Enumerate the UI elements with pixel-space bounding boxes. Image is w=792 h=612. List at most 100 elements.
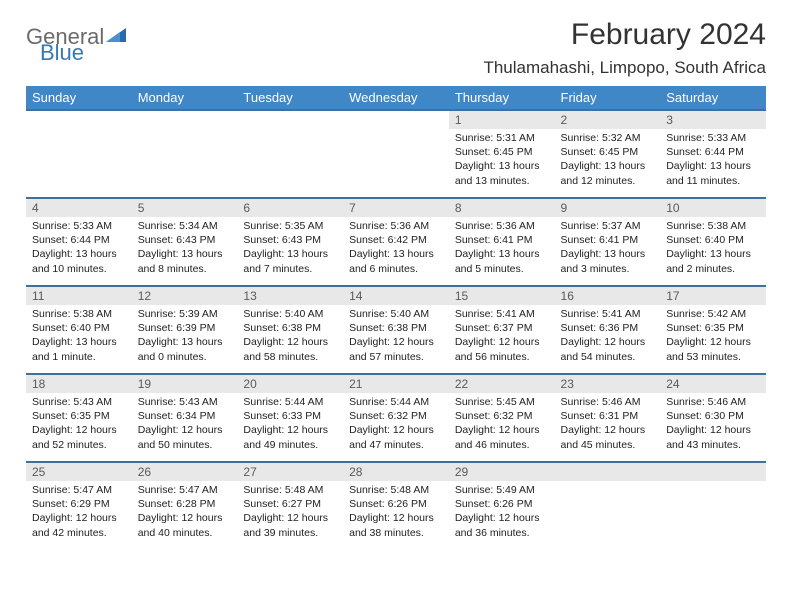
empty-day	[660, 463, 766, 481]
location: Thulamahashi, Limpopo, South Africa	[483, 58, 766, 78]
sunrise-text: Sunrise: 5:44 AM	[349, 395, 443, 409]
sunrise-text: Sunrise: 5:47 AM	[32, 483, 126, 497]
sunrise-text: Sunrise: 5:39 AM	[138, 307, 232, 321]
sunrise-text: Sunrise: 5:31 AM	[455, 131, 549, 145]
daylight-text: Daylight: 13 hours	[243, 247, 337, 261]
daylight-text: Daylight: 12 hours	[666, 335, 760, 349]
weekday-header: Thursday	[449, 86, 555, 110]
daylight-text: and 53 minutes.	[666, 350, 760, 364]
sunrise-text: Sunrise: 5:41 AM	[455, 307, 549, 321]
day-details: Sunrise: 5:44 AMSunset: 6:32 PMDaylight:…	[343, 393, 449, 456]
daylight-text: Daylight: 12 hours	[561, 423, 655, 437]
calendar-week-row: 4Sunrise: 5:33 AMSunset: 6:44 PMDaylight…	[26, 198, 766, 286]
daylight-text: Daylight: 12 hours	[561, 335, 655, 349]
calendar-day-cell: 16Sunrise: 5:41 AMSunset: 6:36 PMDayligh…	[555, 286, 661, 374]
daylight-text: Daylight: 13 hours	[349, 247, 443, 261]
daylight-text: Daylight: 12 hours	[455, 423, 549, 437]
daylight-text: Daylight: 12 hours	[243, 335, 337, 349]
day-details: Sunrise: 5:33 AMSunset: 6:44 PMDaylight:…	[660, 129, 766, 192]
daylight-text: and 3 minutes.	[561, 262, 655, 276]
sunset-text: Sunset: 6:40 PM	[32, 321, 126, 335]
daylight-text: and 57 minutes.	[349, 350, 443, 364]
weekday-header: Tuesday	[237, 86, 343, 110]
logo-text-blue: Blue	[40, 40, 84, 66]
sunset-text: Sunset: 6:44 PM	[666, 145, 760, 159]
sunset-text: Sunset: 6:32 PM	[349, 409, 443, 423]
daylight-text: and 10 minutes.	[32, 262, 126, 276]
sunrise-text: Sunrise: 5:34 AM	[138, 219, 232, 233]
sunrise-text: Sunrise: 5:43 AM	[138, 395, 232, 409]
sunset-text: Sunset: 6:37 PM	[455, 321, 549, 335]
daylight-text: Daylight: 12 hours	[455, 511, 549, 525]
empty-day	[555, 463, 661, 481]
daylight-text: and 46 minutes.	[455, 438, 549, 452]
calendar-day-cell: 25Sunrise: 5:47 AMSunset: 6:29 PMDayligh…	[26, 462, 132, 550]
calendar-day-cell: 4Sunrise: 5:33 AMSunset: 6:44 PMDaylight…	[26, 198, 132, 286]
title-block: February 2024 Thulamahashi, Limpopo, Sou…	[483, 18, 766, 78]
daylight-text: Daylight: 12 hours	[666, 423, 760, 437]
day-number: 29	[449, 463, 555, 481]
daylight-text: Daylight: 12 hours	[243, 511, 337, 525]
sunrise-text: Sunrise: 5:32 AM	[561, 131, 655, 145]
daylight-text: and 43 minutes.	[666, 438, 760, 452]
day-details: Sunrise: 5:49 AMSunset: 6:26 PMDaylight:…	[449, 481, 555, 544]
day-details: Sunrise: 5:44 AMSunset: 6:33 PMDaylight:…	[237, 393, 343, 456]
sunrise-text: Sunrise: 5:46 AM	[666, 395, 760, 409]
calendar-day-cell: 1Sunrise: 5:31 AMSunset: 6:45 PMDaylight…	[449, 110, 555, 198]
daylight-text: and 5 minutes.	[455, 262, 549, 276]
sunrise-text: Sunrise: 5:38 AM	[32, 307, 126, 321]
calendar-day-cell: 17Sunrise: 5:42 AMSunset: 6:35 PMDayligh…	[660, 286, 766, 374]
sunrise-text: Sunrise: 5:36 AM	[349, 219, 443, 233]
calendar-day-cell: 28Sunrise: 5:48 AMSunset: 6:26 PMDayligh…	[343, 462, 449, 550]
day-details: Sunrise: 5:47 AMSunset: 6:28 PMDaylight:…	[132, 481, 238, 544]
sunset-text: Sunset: 6:41 PM	[455, 233, 549, 247]
calendar-week-row: 1Sunrise: 5:31 AMSunset: 6:45 PMDaylight…	[26, 110, 766, 198]
day-number: 23	[555, 375, 661, 393]
weekday-header: Saturday	[660, 86, 766, 110]
sunset-text: Sunset: 6:33 PM	[243, 409, 337, 423]
daylight-text: and 38 minutes.	[349, 526, 443, 540]
sunrise-text: Sunrise: 5:43 AM	[32, 395, 126, 409]
daylight-text: and 54 minutes.	[561, 350, 655, 364]
sunrise-text: Sunrise: 5:49 AM	[455, 483, 549, 497]
day-details: Sunrise: 5:40 AMSunset: 6:38 PMDaylight:…	[343, 305, 449, 368]
day-number: 25	[26, 463, 132, 481]
sunset-text: Sunset: 6:35 PM	[32, 409, 126, 423]
day-details: Sunrise: 5:43 AMSunset: 6:35 PMDaylight:…	[26, 393, 132, 456]
sunset-text: Sunset: 6:31 PM	[561, 409, 655, 423]
day-details: Sunrise: 5:31 AMSunset: 6:45 PMDaylight:…	[449, 129, 555, 192]
weekday-header: Monday	[132, 86, 238, 110]
day-number: 16	[555, 287, 661, 305]
day-number: 3	[660, 111, 766, 129]
daylight-text: Daylight: 13 hours	[32, 335, 126, 349]
daylight-text: and 52 minutes.	[32, 438, 126, 452]
day-number: 14	[343, 287, 449, 305]
daylight-text: Daylight: 12 hours	[138, 511, 232, 525]
calendar-day-cell: 19Sunrise: 5:43 AMSunset: 6:34 PMDayligh…	[132, 374, 238, 462]
daylight-text: and 50 minutes.	[138, 438, 232, 452]
daylight-text: Daylight: 13 hours	[138, 247, 232, 261]
day-details: Sunrise: 5:41 AMSunset: 6:37 PMDaylight:…	[449, 305, 555, 368]
day-number: 10	[660, 199, 766, 217]
sunset-text: Sunset: 6:30 PM	[666, 409, 760, 423]
day-number: 28	[343, 463, 449, 481]
calendar-day-cell: 10Sunrise: 5:38 AMSunset: 6:40 PMDayligh…	[660, 198, 766, 286]
daylight-text: Daylight: 13 hours	[455, 247, 549, 261]
daylight-text: and 47 minutes.	[349, 438, 443, 452]
day-details: Sunrise: 5:48 AMSunset: 6:26 PMDaylight:…	[343, 481, 449, 544]
daylight-text: Daylight: 12 hours	[32, 511, 126, 525]
calendar-day-cell: 14Sunrise: 5:40 AMSunset: 6:38 PMDayligh…	[343, 286, 449, 374]
sunrise-text: Sunrise: 5:47 AM	[138, 483, 232, 497]
day-details: Sunrise: 5:41 AMSunset: 6:36 PMDaylight:…	[555, 305, 661, 368]
daylight-text: Daylight: 12 hours	[138, 423, 232, 437]
sunrise-text: Sunrise: 5:38 AM	[666, 219, 760, 233]
day-details: Sunrise: 5:47 AMSunset: 6:29 PMDaylight:…	[26, 481, 132, 544]
calendar-day-cell: 26Sunrise: 5:47 AMSunset: 6:28 PMDayligh…	[132, 462, 238, 550]
calendar-day-cell	[237, 110, 343, 198]
sunset-text: Sunset: 6:45 PM	[455, 145, 549, 159]
sunrise-text: Sunrise: 5:48 AM	[243, 483, 337, 497]
sunset-text: Sunset: 6:41 PM	[561, 233, 655, 247]
day-number: 12	[132, 287, 238, 305]
daylight-text: Daylight: 12 hours	[349, 335, 443, 349]
calendar-day-cell: 11Sunrise: 5:38 AMSunset: 6:40 PMDayligh…	[26, 286, 132, 374]
